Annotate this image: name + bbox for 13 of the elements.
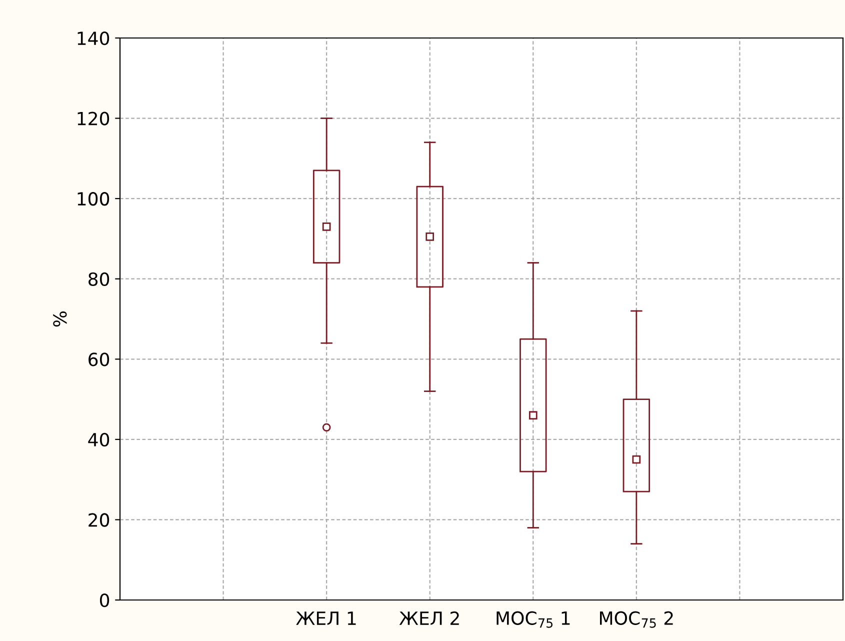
y-tick-label: 60	[88, 352, 110, 366]
y-axis-title: %	[53, 311, 67, 327]
y-tick-label: 0	[100, 593, 110, 608]
x-tick-label: ЖЕЛ 1	[296, 612, 356, 625]
x-tick-label: МОС$_{75}$ 2	[600, 611, 673, 628]
y-tick-label: 100	[78, 192, 110, 206]
y-tick-label: 80	[88, 272, 110, 286]
y-tick-label: 20	[88, 513, 110, 527]
y-tick-label: 40	[88, 432, 110, 447]
y-tick-label: 120	[78, 112, 110, 126]
x-tick-label: МОС$_{75}$ 1	[496, 611, 570, 628]
x-tick-label: ЖЕЛ 2	[399, 611, 459, 625]
y-tick-label: 140	[78, 31, 110, 46]
